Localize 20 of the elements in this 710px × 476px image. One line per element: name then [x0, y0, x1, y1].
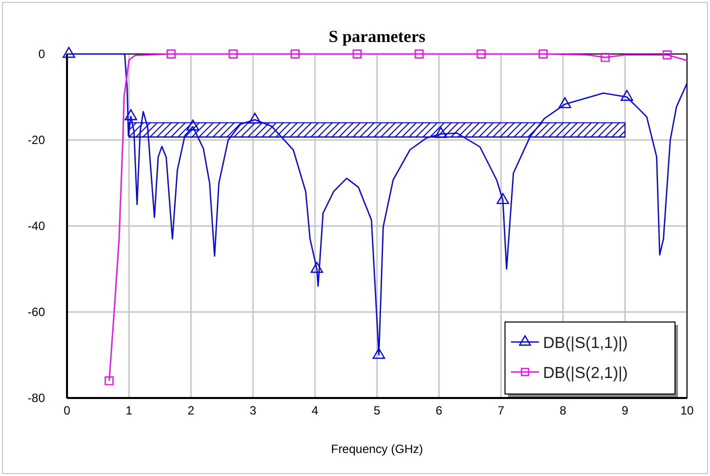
x-tick-label: 0 [64, 404, 71, 418]
x-tick-label: 9 [622, 404, 629, 418]
x-tick-label: 2 [188, 404, 195, 418]
y-tick-label: -20 [28, 132, 46, 147]
y-tick-label: -60 [28, 304, 46, 319]
x-tick-label: 1 [126, 404, 133, 418]
x-tick-label: 7 [498, 404, 505, 418]
legend-label: DB(|S(2,1)|) [543, 365, 628, 382]
chart-title: S parameters [328, 27, 426, 46]
x-tick-label: 10 [680, 404, 694, 418]
x-tick-label: 5 [374, 404, 381, 418]
x-tick-label: 8 [560, 404, 567, 418]
y-tick-label: 0 [38, 46, 46, 61]
y-tick-label: -80 [28, 390, 46, 405]
x-tick-label: 4 [312, 404, 319, 418]
legend-label: DB(|S(1,1)|) [543, 335, 628, 352]
y-tick-label: -40 [28, 218, 46, 233]
x-tick-label: 3 [250, 404, 257, 418]
x-tick-label: 6 [436, 404, 443, 418]
x-axis-title: Frequency (GHz) [330, 442, 424, 456]
